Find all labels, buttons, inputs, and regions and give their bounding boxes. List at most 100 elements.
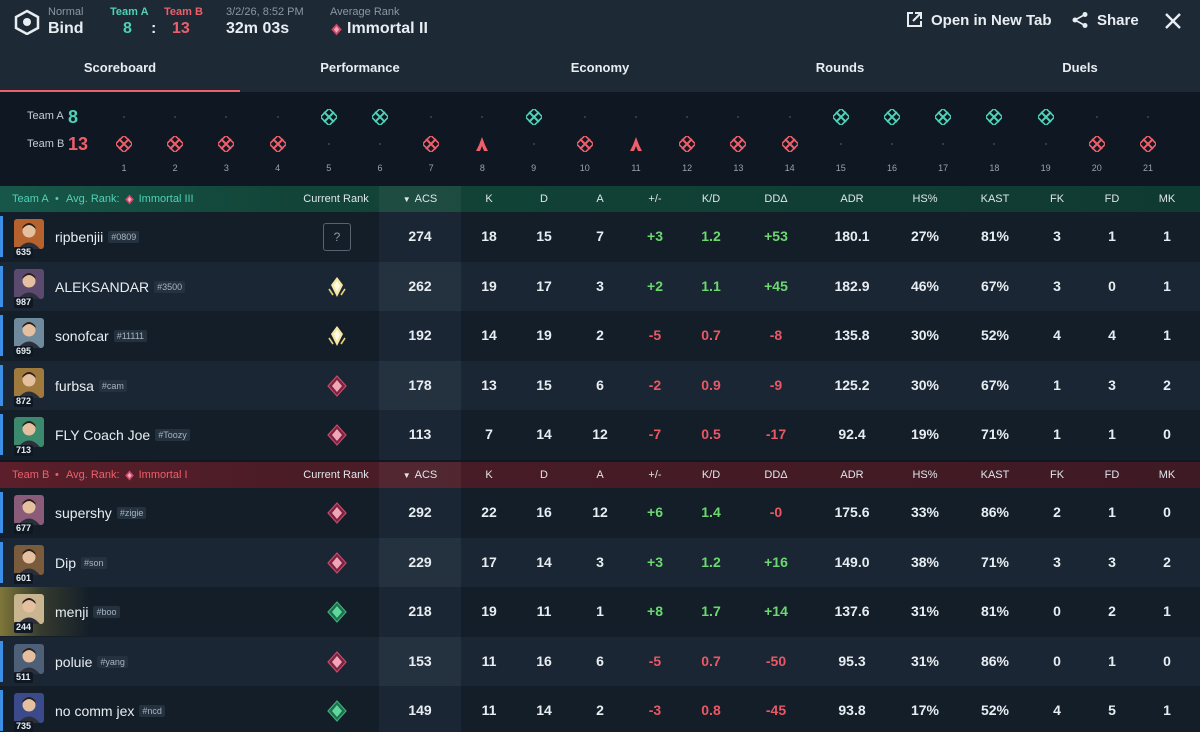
player-tag: #11111 [113, 330, 148, 342]
player-row[interactable]: 244 menji #boo 218 19 11 1 +8 1.7 +14 137.6 31% 81% 0… [0, 587, 1200, 637]
timeline-round[interactable]: 7 [418, 92, 444, 186]
player-name-group[interactable]: ALEKSANDAR #3500 [55, 279, 186, 295]
timeline-empty-dot [635, 116, 637, 118]
elimination-icon [832, 109, 849, 125]
player-row[interactable]: 987 ALEKSANDAR #3500 262 19 17 3 +2 1.1 +45 182.9 4… [0, 261, 1200, 311]
player-row[interactable]: 635 ripbenjii #0809? 274 18 15 7 +3 1.2 +53 180.1 2… [0, 212, 1200, 262]
timeline-round[interactable]: 12 [674, 92, 700, 186]
current-rank-header[interactable]: Current Rank [303, 193, 369, 205]
timeline-round[interactable]: 16 [879, 92, 905, 186]
tab-duels[interactable]: Duels [1062, 60, 1098, 75]
timeline-round[interactable]: 5 [316, 92, 342, 186]
fd-column-header[interactable]: FD [1104, 469, 1120, 481]
player-name-group[interactable]: FLY Coach Joe #Toozy [55, 427, 190, 443]
acs-column-header[interactable]: ▼ ACS [390, 469, 450, 481]
timeline-round[interactable]: 11 [623, 92, 649, 186]
fk-column-header[interactable]: FK [1049, 469, 1065, 481]
current-rank[interactable] [323, 322, 351, 350]
player-row[interactable]: 677 supershy #zigie 292 22 16 12 +6 1.4 -0 175.6 33… [0, 488, 1200, 538]
timeline-round[interactable]: 10 [572, 92, 598, 186]
timeline-round[interactable]: 20 [1084, 92, 1110, 186]
tab-scoreboard[interactable]: Scoreboard [0, 50, 240, 92]
close-icon[interactable] [1164, 12, 1182, 30]
timeline-round[interactable]: 2 [162, 92, 188, 186]
player-row[interactable]: 695 sonofcar #11111 192 14 19 2 -5 0.7 -8 135.8 30%… [0, 311, 1200, 361]
player-name-group[interactable]: no comm jex #ncd [55, 703, 165, 719]
timeline-round[interactable]: 17 [930, 92, 956, 186]
timeline-round[interactable]: 8 [469, 92, 495, 186]
kd-column-header[interactable]: K/D [701, 469, 721, 481]
current-rank[interactable] [323, 648, 351, 676]
timeline-round[interactable]: 15 [828, 92, 854, 186]
k-column-header[interactable]: K [485, 469, 493, 481]
current-rank[interactable] [323, 499, 351, 527]
player-name-group[interactable]: supershy #zigie [55, 505, 147, 521]
kast-column-header[interactable]: KAST [980, 469, 1010, 481]
current-rank[interactable] [323, 697, 351, 725]
hs-column-header[interactable]: HS% [912, 193, 938, 205]
player-name-group[interactable]: furbsa #cam [55, 378, 127, 394]
round-number: 14 [784, 163, 795, 173]
round-number: 21 [1142, 163, 1153, 173]
mk-column-header[interactable]: MK [1158, 193, 1176, 205]
k-value: 14 [481, 327, 497, 343]
timeline-round[interactable]: 21 [1135, 92, 1161, 186]
player-row[interactable]: 735 no comm jex #ncd 149 11 14 2 -3 0.8 -45 93.8 17… [0, 686, 1200, 732]
player-name-group[interactable]: Dip #son [55, 555, 107, 571]
player-name-group[interactable]: sonofcar #11111 [55, 328, 148, 344]
player-name-group[interactable]: poluie #yang [55, 654, 128, 670]
app-logo-icon[interactable] [14, 9, 40, 35]
adr-column-header[interactable]: ADR [840, 193, 864, 205]
player-row[interactable]: 872 furbsa #cam 178 13 15 6 -2 0.9 -9 125.2 30% 67% 1… [0, 360, 1200, 410]
current-rank[interactable] [323, 549, 351, 577]
timeline-round[interactable]: 19 [1033, 92, 1059, 186]
kast-column-header[interactable]: KAST [980, 193, 1010, 205]
timeline-round[interactable]: 14 [777, 92, 803, 186]
d-column-header[interactable]: D [540, 469, 548, 481]
player-name-group[interactable]: menji #boo [55, 604, 120, 620]
adr-column-header[interactable]: ADR [840, 469, 864, 481]
mk-column-header[interactable]: MK [1158, 469, 1176, 481]
pm-column-header[interactable]: +/- [648, 469, 662, 481]
timeline-round[interactable]: 4 [265, 92, 291, 186]
current-rank-header[interactable]: Current Rank [303, 469, 369, 481]
tab-performance[interactable]: Performance [320, 60, 400, 75]
pm-column-header[interactable]: +/- [648, 193, 662, 205]
tab-rounds[interactable]: Rounds [815, 60, 865, 75]
round-number: 7 [428, 163, 434, 173]
timeline-round[interactable]: 9 [521, 92, 547, 186]
current-rank[interactable] [323, 273, 351, 301]
current-rank[interactable] [323, 421, 351, 449]
timeline-round[interactable]: 13 [725, 92, 751, 186]
a-column-header[interactable]: A [596, 193, 604, 205]
a-column-header[interactable]: A [596, 469, 604, 481]
current-rank[interactable] [323, 598, 351, 626]
timeline-round[interactable]: 3 [213, 92, 239, 186]
timeline-round[interactable]: 1 [111, 92, 137, 186]
open-new-tab-button[interactable]: Open in New Tab [905, 11, 1052, 29]
timeline-round[interactable]: 18 [981, 92, 1007, 186]
dd-column-header[interactable]: DDΔ [764, 193, 788, 205]
player-name-group[interactable]: ripbenjii #0809 [55, 229, 140, 245]
tab-economy[interactable]: Economy [570, 60, 630, 75]
player-row[interactable]: 601 Dip #son 229 17 14 3 +3 1.2 +16 149.0 38% 71% 3 3 2 [0, 537, 1200, 587]
dd-column-header[interactable]: DDΔ [764, 469, 788, 481]
timeline-round[interactable]: 6 [367, 92, 393, 186]
fd-column-header[interactable]: FD [1104, 193, 1120, 205]
current-rank[interactable]: ? [323, 223, 351, 251]
hs-column-header[interactable]: HS% [912, 469, 938, 481]
k-column-header[interactable]: K [485, 193, 493, 205]
player-row[interactable]: 511 poluie #yang 153 11 16 6 -5 0.7 -50 95.3 31% 86%… [0, 636, 1200, 686]
d-column-header[interactable]: D [540, 193, 548, 205]
fk-column-header[interactable]: FK [1049, 193, 1065, 205]
kd-column-header[interactable]: K/D [701, 193, 721, 205]
current-rank[interactable] [323, 372, 351, 400]
map-name: Bind [48, 20, 84, 37]
fk-value: 0 [1053, 603, 1061, 619]
share-button[interactable]: Share [1071, 11, 1139, 29]
round-number: 3 [223, 163, 229, 173]
acs-value: 218 [408, 603, 432, 619]
player-row[interactable]: 713 FLY Coach Joe #Toozy 113 7 14 12 -7 0.5 -17 92… [0, 410, 1200, 460]
acs-column-header[interactable]: ▼ ACS [390, 193, 450, 205]
team-b-label: Team B [164, 6, 203, 18]
